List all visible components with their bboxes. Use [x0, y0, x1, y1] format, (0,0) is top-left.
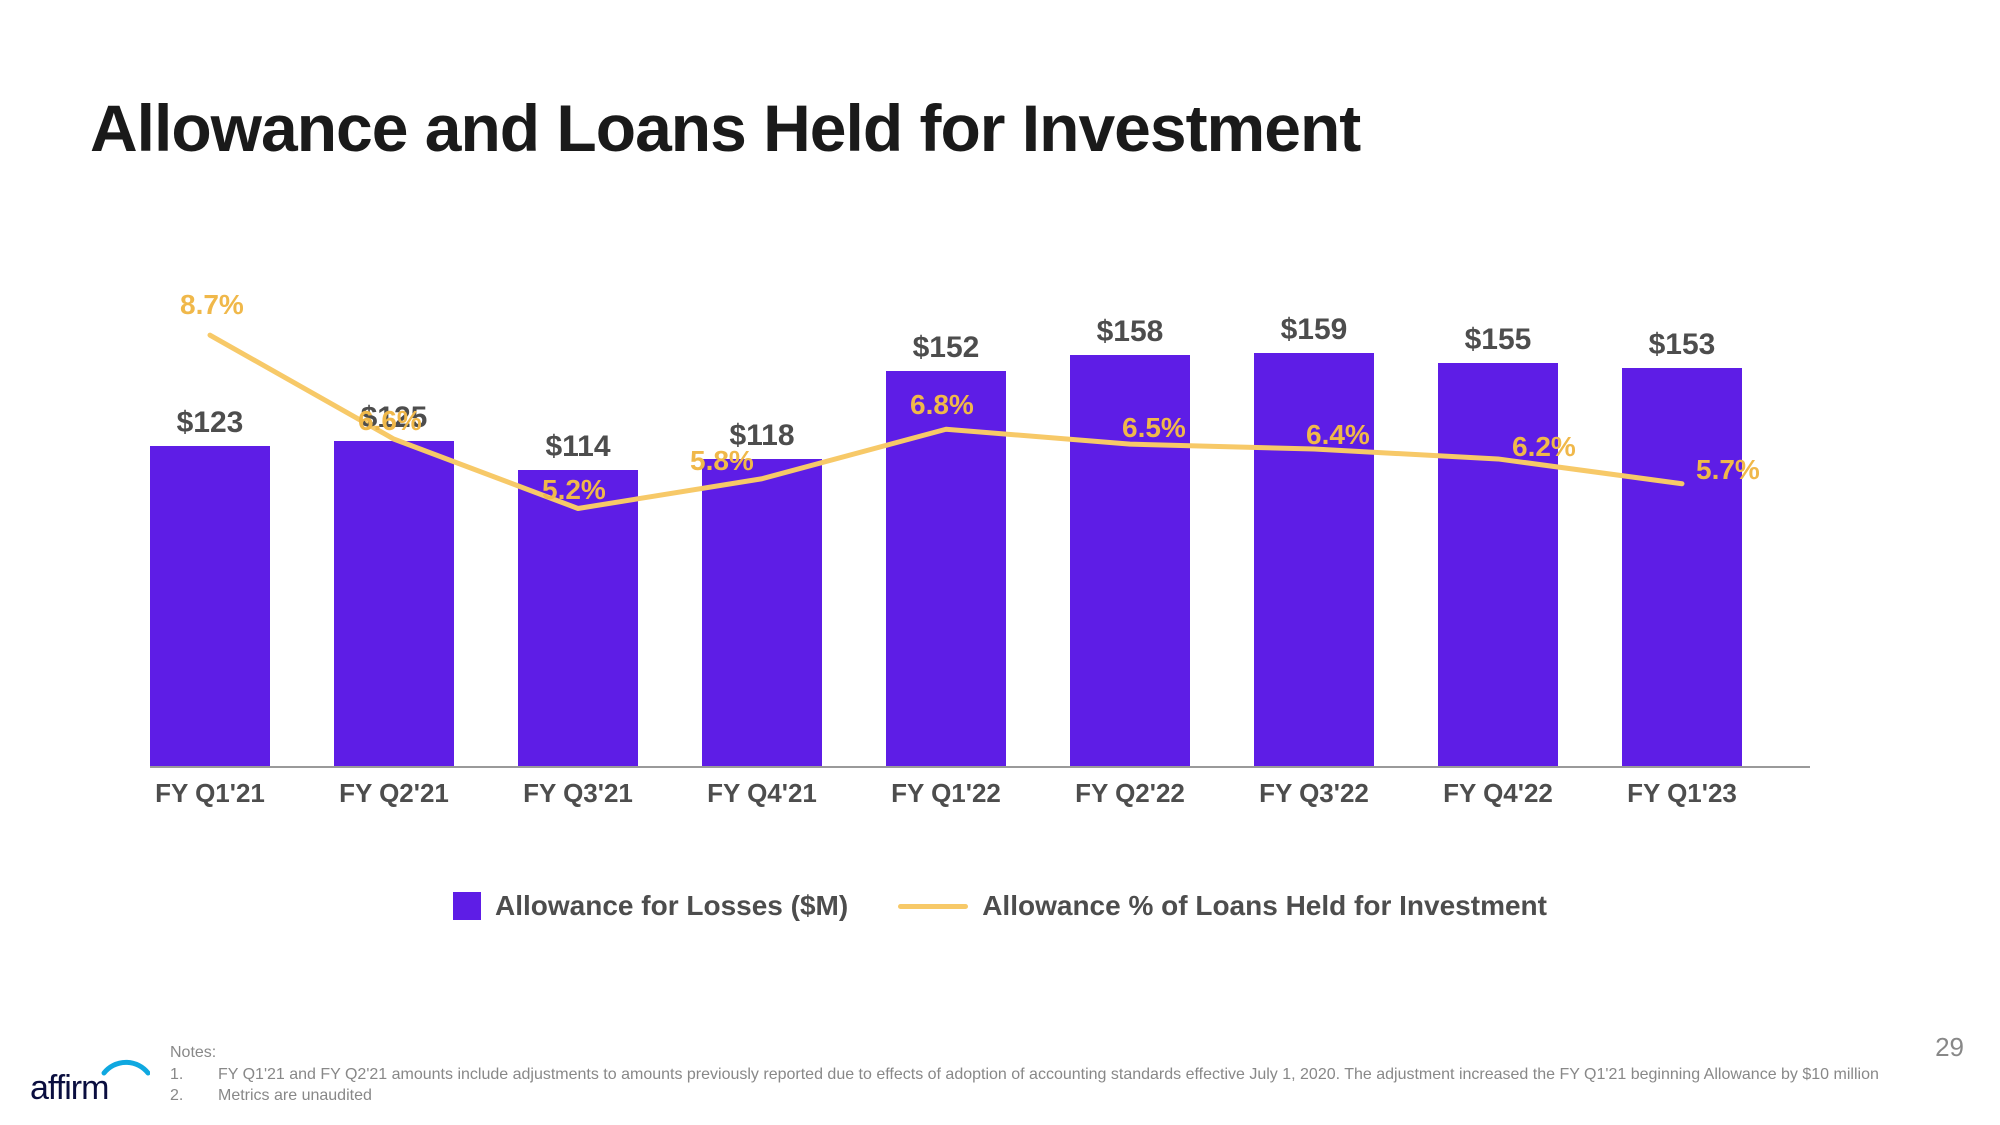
logo-arc-icon	[104, 1062, 148, 1073]
page-number: 29	[1935, 1032, 1964, 1063]
x-axis-label: FY Q1'22	[846, 778, 1046, 809]
legend: Allowance for Losses ($M) Allowance % of…	[90, 890, 1910, 922]
pct-label: 5.7%	[1696, 454, 1760, 486]
bar-value-label: $152	[846, 331, 1046, 365]
x-axis-label: FY Q4'22	[1398, 778, 1598, 809]
legend-line-label: Allowance % of Loans Held for Investment	[982, 890, 1547, 922]
pct-label: 6.6%	[358, 405, 422, 437]
affirm-logo-svg: affirm	[30, 1055, 150, 1107]
legend-item-line: Allowance % of Loans Held for Investment	[898, 890, 1547, 922]
x-axis-label: FY Q4'21	[662, 778, 862, 809]
legend-item-bar: Allowance for Losses ($M)	[453, 890, 848, 922]
bar-value-label: $158	[1030, 315, 1230, 349]
pct-label: 5.2%	[542, 474, 606, 506]
bar-value-label: $155	[1398, 323, 1598, 357]
pct-label: 8.7%	[180, 289, 244, 321]
x-axis-label: FY Q3'22	[1214, 778, 1414, 809]
bar-value-label: $153	[1582, 328, 1782, 362]
x-axis-label: FY Q3'21	[478, 778, 678, 809]
chart: $1238.7%$1256.6%$1145.2%$1185.8%$1526.8%…	[90, 246, 1810, 806]
note-text: FY Q1'21 and FY Q2'21 amounts include ad…	[218, 1064, 1879, 1086]
pct-label: 6.8%	[910, 389, 974, 421]
page-title: Allowance and Loans Held for Investment	[90, 90, 1910, 166]
bar-value-label: $159	[1214, 313, 1414, 347]
x-axis-label: FY Q1'23	[1582, 778, 1782, 809]
pct-label: 6.4%	[1306, 419, 1370, 451]
note-item: 2. Metrics are unaudited	[170, 1085, 1879, 1107]
x-axis-label: FY Q2'22	[1030, 778, 1230, 809]
bar-value-label: $114	[478, 430, 678, 464]
x-axis-labels: FY Q1'21FY Q2'21FY Q3'21FY Q4'21FY Q1'22…	[150, 778, 1810, 818]
note-number: 2.	[170, 1085, 190, 1107]
bar-value-label: $123	[110, 406, 310, 440]
pct-label: 5.8%	[690, 445, 754, 477]
note-item: 1. FY Q1'21 and FY Q2'21 amounts include …	[170, 1064, 1879, 1086]
x-axis-label: FY Q2'21	[294, 778, 494, 809]
pct-label: 6.2%	[1512, 431, 1576, 463]
legend-line-icon	[898, 904, 968, 909]
footer: affirm Notes: 1. FY Q1'21 and FY Q2'21 am…	[30, 1042, 1970, 1107]
note-number: 1.	[170, 1064, 190, 1086]
affirm-logo: affirm	[30, 1055, 150, 1107]
footnotes: Notes: 1. FY Q1'21 and FY Q2'21 amounts i…	[170, 1042, 1879, 1107]
notes-header: Notes:	[170, 1042, 1879, 1064]
pct-label: 6.5%	[1122, 412, 1186, 444]
chart-plot: $1238.7%$1256.6%$1145.2%$1185.8%$1526.8%…	[150, 246, 1810, 766]
logo-text: affirm	[30, 1069, 108, 1107]
note-text: Metrics are unaudited	[218, 1085, 372, 1107]
legend-square-icon	[453, 892, 481, 920]
notes-list: 1. FY Q1'21 and FY Q2'21 amounts include …	[170, 1064, 1879, 1107]
legend-bar-label: Allowance for Losses ($M)	[495, 890, 848, 922]
slide: Allowance and Loans Held for Investment …	[0, 0, 2000, 1125]
x-axis-label: FY Q1'21	[110, 778, 310, 809]
chart-baseline	[150, 766, 1810, 768]
